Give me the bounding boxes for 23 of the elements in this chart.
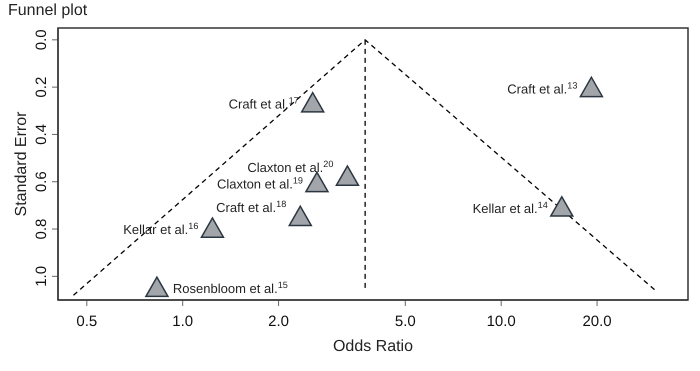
y-axis-title: Standard Error <box>13 110 30 216</box>
x-tick-label: 2.0 <box>268 313 289 330</box>
annotation: Craft et al.$^{18}$ <box>216 199 286 216</box>
annotation: Craft et al.$^{13}$ <box>507 80 578 96</box>
y-tick-label: 0.6 <box>33 171 50 192</box>
x-tick-label: 1.0 <box>172 313 194 330</box>
x-tick-label: 0.5 <box>76 313 98 330</box>
y-tick-label: 0.2 <box>33 76 50 98</box>
x-tick-label: 5.0 <box>394 313 416 330</box>
y-tick-label: 0.8 <box>33 218 50 240</box>
y-tick-label: 0.0 <box>33 29 50 50</box>
annotation: Kellar et al.$^{16}$ <box>123 221 198 238</box>
annotation: Kellar et al.$^{14}$ <box>472 200 548 216</box>
annotation: Craft et al.$^{17}$ <box>228 96 299 112</box>
y-tick-label: 1.0 <box>33 266 50 287</box>
x-tick-label: 20.0 <box>582 313 612 330</box>
x-tick-label: 10.0 <box>486 313 516 330</box>
y-tick-label: 0.4 <box>33 124 50 145</box>
annotation: Rosenbloom et al.$^{15}$ <box>172 280 288 296</box>
annotation: Claxton et al.$^{19}$ <box>216 175 303 192</box>
annotation: Claxton et al.$^{20}$ <box>247 159 334 176</box>
chart-title: Funnel plot <box>8 2 88 20</box>
x-axis-title: Odds Ratio <box>332 338 414 355</box>
